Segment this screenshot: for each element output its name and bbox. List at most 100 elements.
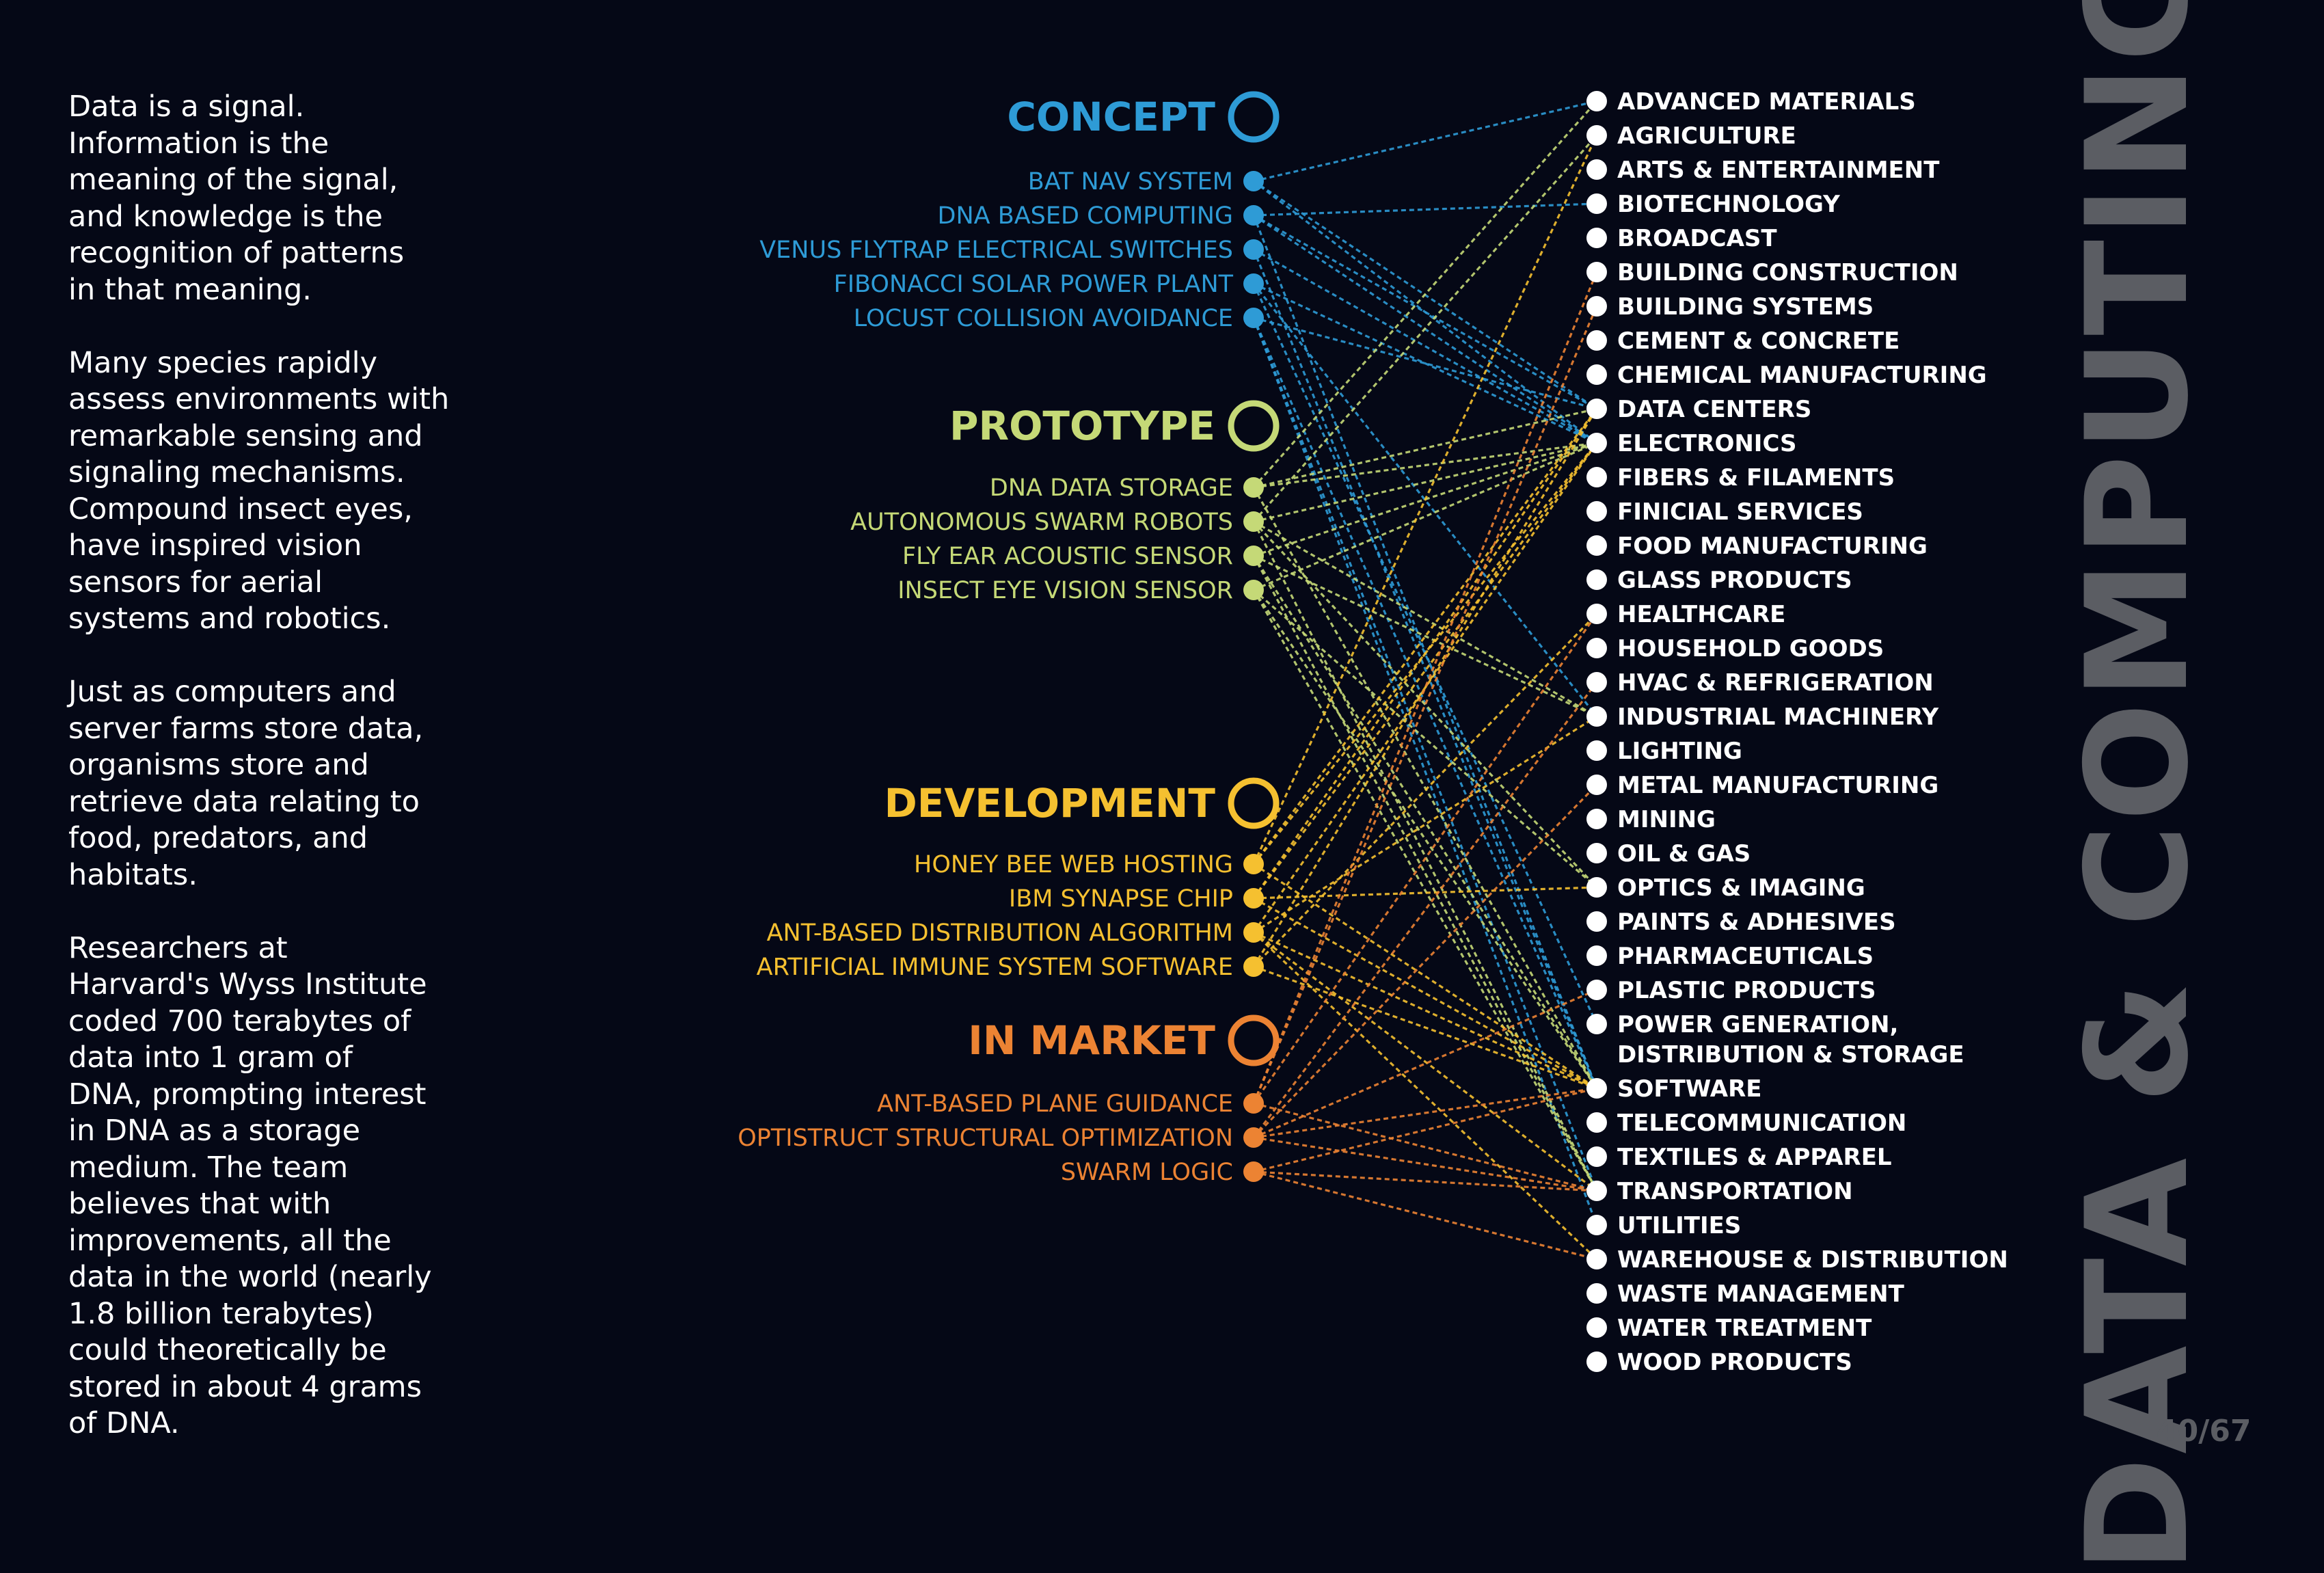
technology-label: BAT NAV SYSTEM bbox=[1028, 168, 1233, 196]
technology-label: ARTIFICIAL IMMUNE SYSTEM SOFTWARE bbox=[757, 954, 1233, 981]
intro-line: have inspired vision bbox=[68, 528, 362, 563]
intro-line: coded 700 terabytes of bbox=[68, 1004, 411, 1038]
industry-label: HEALTHCARE bbox=[1617, 601, 1785, 628]
industry-item: ELECTRONICS bbox=[1586, 430, 1797, 457]
industry-dot bbox=[1586, 399, 1607, 419]
industry-label: DATA CENTERS bbox=[1617, 396, 1811, 423]
connection-line bbox=[1252, 249, 1598, 1089]
connection-line bbox=[1252, 613, 1598, 1104]
intro-line: retrieve data relating to bbox=[68, 784, 420, 819]
intro-paragraph: Data is a signal. Information is the meani… bbox=[68, 89, 451, 308]
industry-item: CHEMICAL MANUFACTURING bbox=[1586, 362, 1987, 389]
stage-prototype: PROTOTYPE DNA DATA STORAGE AUTONOMOUS SWAR… bbox=[850, 400, 1280, 604]
industry-item: METAL MANUFACTURING bbox=[1586, 772, 1938, 799]
intro-line: improvements, all the bbox=[68, 1223, 392, 1258]
industry-dot bbox=[1586, 672, 1607, 693]
intro-line: recognition of patterns bbox=[68, 236, 405, 270]
technology-dot bbox=[1243, 511, 1264, 532]
industry-dot bbox=[1586, 809, 1607, 829]
connection-line bbox=[1252, 442, 1598, 933]
connection-line bbox=[1253, 965, 1597, 1090]
intro-line: sensors for aerial bbox=[68, 565, 323, 600]
connection-line bbox=[1253, 554, 1597, 718]
industry-item: TRANSPORTATION bbox=[1586, 1178, 1853, 1205]
industry-dot bbox=[1586, 1181, 1607, 1201]
industry-label: CHEMICAL MANUFACTURING bbox=[1617, 362, 1987, 389]
connection-line bbox=[1252, 589, 1598, 889]
technology-label: ANT-BASED PLANE GUIDANCE bbox=[877, 1090, 1233, 1118]
industry-item: WAREHOUSE & DISTRIBUTION bbox=[1586, 1246, 2008, 1274]
technology-label: FIBONACCI SOLAR POWER PLANT bbox=[834, 271, 1234, 298]
industry-label: HVAC & REFRIGERATION bbox=[1617, 669, 1934, 697]
intro-paragraph: Researchers at Harvard's Wyss Institute co… bbox=[68, 930, 451, 1442]
industry-item: OIL & GAS bbox=[1586, 840, 1751, 868]
technology-label: DNA BASED COMPUTING bbox=[938, 202, 1233, 230]
technology-label: IBM SYNAPSE CHIP bbox=[1009, 885, 1233, 913]
stage-ring-icon bbox=[1228, 91, 1280, 143]
industry-dot bbox=[1586, 1352, 1607, 1372]
connection-line bbox=[1253, 100, 1597, 183]
technology-dot bbox=[1243, 580, 1264, 600]
industry-dot bbox=[1586, 877, 1607, 898]
industry-item: UTILITIES bbox=[1586, 1212, 1741, 1239]
connection-line bbox=[1252, 100, 1598, 489]
industry-dot bbox=[1586, 501, 1607, 522]
intro-line: 1.8 billion terabytes) bbox=[68, 1296, 374, 1331]
industry-item: PAINTS & ADHESIVES bbox=[1586, 909, 1896, 936]
industry-item: BROADCAST bbox=[1586, 225, 1777, 252]
industry-label: TEXTILES & APPAREL bbox=[1617, 1144, 1892, 1171]
intro-line: Harvard's Wyss Institute bbox=[68, 967, 427, 1001]
connection-line bbox=[1252, 317, 1598, 1226]
industry-label: ELECTRONICS bbox=[1617, 430, 1797, 457]
connection-line bbox=[1252, 555, 1598, 1089]
intro-line: habitats. bbox=[68, 857, 198, 892]
industry-dot bbox=[1586, 1146, 1607, 1167]
intro-line: Compound insect eyes, bbox=[68, 492, 413, 526]
intro-paragraph: Many species rapidly assess environments … bbox=[68, 345, 451, 638]
industry-dot bbox=[1586, 159, 1607, 180]
technology-dot bbox=[1243, 854, 1264, 874]
connection-line bbox=[1253, 989, 1597, 1139]
technology-dot bbox=[1243, 308, 1264, 328]
intro-line: food, predators, and bbox=[68, 821, 368, 855]
industry-dot bbox=[1586, 843, 1607, 863]
industry-label: PAINTS & ADHESIVES bbox=[1617, 909, 1896, 936]
industry-item: ARTS & ENTERTAINMENT bbox=[1586, 157, 1940, 184]
intro-line: in DNA as a storage bbox=[68, 1114, 361, 1148]
industry-label: FIBERS & FILAMENTS bbox=[1617, 464, 1895, 492]
intro-line: medium. The team bbox=[68, 1150, 349, 1185]
intro-line: meaning of the signal, bbox=[68, 163, 398, 197]
industry-label: FOOD MANUFACTURING bbox=[1617, 533, 1928, 560]
technology-dot bbox=[1243, 546, 1264, 566]
connection-line bbox=[1252, 613, 1598, 968]
industry-label: FINICIAL SERVICES bbox=[1617, 498, 1863, 526]
industry-label: ADVANCED MATERIALS bbox=[1617, 88, 1916, 116]
connection-line bbox=[1252, 408, 1598, 967]
industry-item: DATA CENTERS bbox=[1586, 396, 1811, 423]
intro-line: data in the world (nearly bbox=[68, 1260, 432, 1294]
industry-dot bbox=[1586, 193, 1607, 214]
stage-concept: CONCEPT BAT NAV SYSTEM DNA BASED COMPUTING… bbox=[759, 91, 1280, 332]
stage-ring-icon bbox=[1228, 1014, 1280, 1066]
technology-dot bbox=[1243, 239, 1264, 260]
connection-line bbox=[1252, 520, 1598, 889]
technology-dot bbox=[1243, 205, 1264, 226]
industry-label: PLASTIC PRODUCTS bbox=[1617, 977, 1876, 1004]
section-title: DATA & COMPUTING bbox=[2057, 0, 2219, 1573]
intro-line: DNA, prompting interest bbox=[68, 1077, 427, 1112]
intro-line: of DNA. bbox=[68, 1406, 180, 1440]
technology-dot bbox=[1243, 888, 1264, 909]
technology-dot bbox=[1243, 1127, 1264, 1148]
intro-line: in that meaning. bbox=[68, 272, 312, 307]
connection-lines bbox=[1252, 100, 1598, 1261]
intro-line: believes that with bbox=[68, 1187, 332, 1221]
industry-label: TRANSPORTATION bbox=[1617, 1178, 1853, 1205]
connection-line bbox=[1252, 271, 1598, 1104]
intro-line: assess environments with bbox=[68, 382, 450, 416]
industry-item: LIGHTING bbox=[1586, 738, 1742, 765]
stage-groups: CONCEPT BAT NAV SYSTEM DNA BASED COMPUTING… bbox=[738, 91, 1280, 1186]
connection-line bbox=[1252, 682, 1598, 1138]
technology-label: SWARM LOGIC bbox=[1061, 1159, 1233, 1186]
connection-line bbox=[1253, 1136, 1597, 1192]
industry-item: PHARMACEUTICALS bbox=[1586, 943, 1874, 970]
